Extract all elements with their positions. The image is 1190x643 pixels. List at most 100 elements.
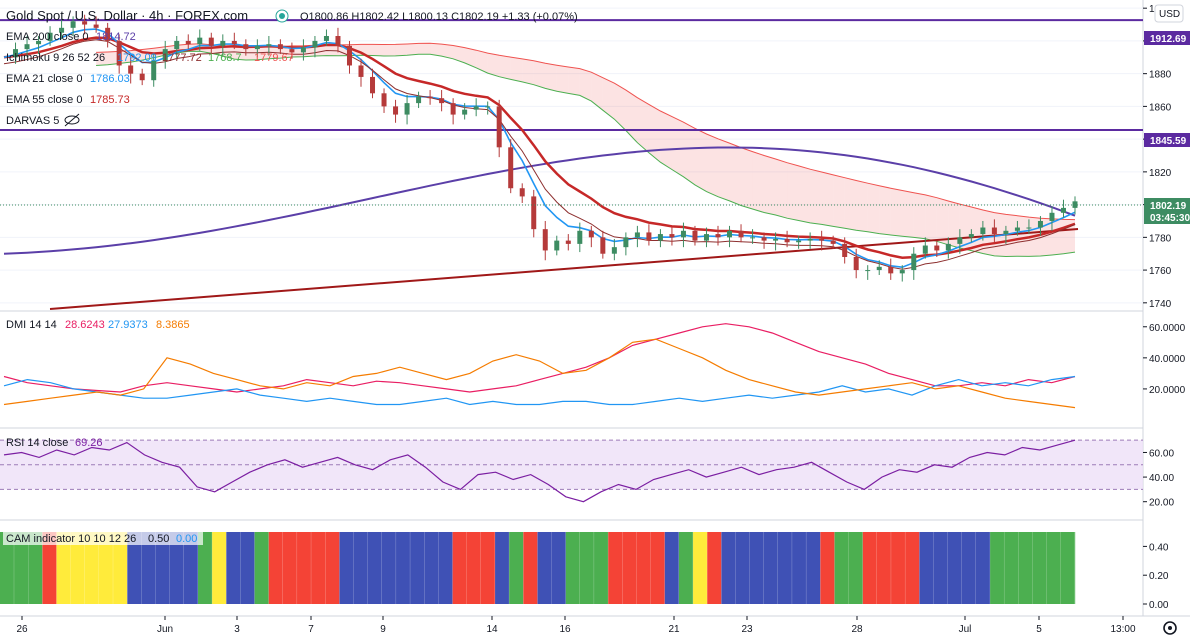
trendline[interactable] — [49, 228, 1079, 310]
candle-body — [254, 45, 260, 50]
cloud-segment — [694, 128, 707, 192]
cam-bar — [1046, 532, 1062, 604]
cloud-segment — [487, 53, 500, 77]
ichimoku-v1: 1792.09 — [117, 52, 157, 64]
cam-bar — [806, 532, 821, 604]
cloud-segment — [257, 46, 269, 60]
candle-body — [139, 73, 145, 81]
cloud-segment — [637, 97, 649, 153]
candle-body — [496, 106, 502, 148]
cam-bar — [622, 532, 637, 604]
settings-icon[interactable] — [1163, 621, 1177, 635]
candle-body — [588, 230, 594, 238]
price-tag-1845: 1845.59 — [1144, 133, 1190, 147]
cam-bar — [339, 532, 354, 604]
candle-body — [565, 240, 571, 244]
cloud-segment — [913, 192, 926, 239]
candle-body — [796, 240, 802, 243]
symbol-legend[interactable]: Gold Spot / U.S. Dollar · 4h · FOREX.com… — [6, 8, 578, 23]
candle-body — [128, 65, 134, 74]
candle-body — [300, 47, 306, 53]
candle-body — [692, 230, 698, 241]
candle-body — [703, 234, 709, 241]
candle-body — [59, 27, 65, 33]
candle-body — [485, 106, 491, 108]
cam-bar — [975, 532, 991, 604]
cloud-segment — [96, 51, 108, 66]
hidden-eye-icon[interactable] — [64, 113, 80, 127]
ichimoku-v4: 1779.67 — [254, 52, 294, 64]
candle-body — [266, 44, 272, 46]
price-tick-label: 1860 — [1149, 102, 1172, 113]
cloud-segment — [245, 47, 258, 61]
time-axis[interactable]: 26 Jun 3 7 9 14 16 21 23 28 Jul 5 13:00 — [16, 616, 1136, 635]
cloud-segment — [602, 77, 615, 120]
candle-body — [462, 109, 468, 115]
cam-bar — [848, 532, 864, 604]
cloud-segment — [533, 60, 546, 89]
cam-bar — [862, 532, 878, 604]
cam-bar — [141, 532, 156, 604]
cloud-segment — [1017, 215, 1029, 257]
cam-bar — [1018, 532, 1033, 604]
price-tick-label: 1820 — [1149, 168, 1172, 179]
cam-bar — [650, 532, 666, 604]
ema200-line — [3, 146, 1076, 255]
candle-body — [162, 49, 168, 61]
cam-bar — [551, 532, 567, 604]
cloud-segment — [821, 171, 834, 227]
candle-body — [600, 237, 606, 254]
cam-bar — [452, 532, 468, 604]
cloud-segment — [660, 110, 672, 170]
dmi-v3: 8.3865 — [156, 319, 190, 331]
candle-body — [911, 253, 917, 271]
cam-bar — [70, 532, 86, 604]
cloud-segment — [810, 169, 822, 225]
cam-bar — [28, 532, 43, 604]
currency-button[interactable]: USD — [1154, 4, 1184, 23]
candle-body — [473, 106, 479, 110]
price-tick-label: 1880 — [1149, 70, 1172, 81]
indicator-legends[interactable]: EMA 200 close 0 1814.72 Ichimoku 9 26 52… — [3, 31, 294, 545]
cam-bar — [381, 532, 397, 604]
candle-body — [1003, 230, 1009, 235]
cloud-segment — [510, 57, 523, 82]
ema200-value: 1814.72 — [96, 31, 136, 43]
cam-bar — [523, 532, 538, 604]
rsi-tick-label: 60.00 — [1149, 448, 1174, 459]
cam-bar — [664, 532, 680, 604]
cloud-segment — [280, 45, 292, 59]
candle-body — [865, 270, 871, 272]
cam-bar — [905, 532, 920, 604]
symbol-title: Gold Spot / U.S. Dollar · 4h · FOREX.com — [6, 8, 248, 23]
ichimoku-v3: 1768.7 — [208, 52, 242, 64]
candle-body — [922, 245, 928, 254]
price-tick-label: 1740 — [1149, 299, 1172, 310]
time-tick-label: 28 — [851, 624, 863, 635]
cloud-segment — [499, 55, 511, 80]
cam-tick-label: 0.20 — [1149, 571, 1169, 582]
rsi-tick-label: 40.00 — [1149, 473, 1174, 484]
time-tick-label: 3 — [234, 624, 240, 635]
ema200-label: EMA 200 close 0 — [6, 31, 89, 43]
cam-bar — [198, 532, 213, 604]
candle-body — [197, 37, 203, 45]
cam-bar — [212, 532, 227, 604]
dmi-v1: 28.6243 — [65, 319, 105, 331]
price-axis[interactable]: 1740176017801800182018401860188019001920… — [1143, 4, 1186, 611]
candle-body — [416, 96, 422, 104]
currency-label: USD — [1159, 9, 1180, 20]
time-tick-label: Jun — [157, 624, 173, 635]
cam-bar — [834, 532, 849, 604]
candle-body — [945, 243, 951, 251]
cam-bar — [721, 532, 736, 604]
cloud-segment — [671, 116, 684, 177]
cam-bar — [169, 532, 185, 604]
time-tick-label: 5 — [1036, 624, 1042, 635]
rsi-band-lines — [0, 439, 1143, 490]
cam-bar — [480, 532, 496, 604]
candle-body — [819, 238, 825, 241]
cloud-segment — [741, 147, 753, 209]
ema21-value: 1786.03 — [90, 73, 130, 85]
